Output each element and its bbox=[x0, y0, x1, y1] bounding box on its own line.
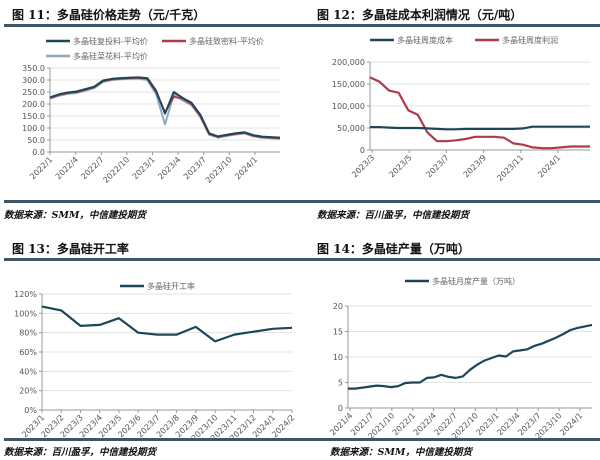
x-tick-label: 2023/11 bbox=[495, 153, 525, 183]
fig13-title: 图 13：多晶硅开工率 bbox=[12, 242, 129, 256]
x-tick-label: 2023/3 bbox=[350, 153, 376, 179]
series-line bbox=[348, 323, 593, 390]
fig13-top-rule bbox=[4, 258, 300, 261]
x-tick-label: 2023/4 bbox=[156, 155, 182, 181]
x-tick-label: 2023/9 bbox=[462, 153, 488, 179]
fig14-chart: 051015202021/42021/72021/102022/12022/42… bbox=[328, 276, 593, 441]
legend-label: 多晶硅菜花料-平均价 bbox=[73, 51, 148, 61]
y-tick-label: 100% bbox=[14, 309, 37, 318]
legend-label: 多晶硅致密料-平均价 bbox=[189, 36, 264, 46]
fig12-chart: 0 50,000 100,000 150,000 200,000 2023/3 2023/5… bbox=[332, 35, 590, 183]
y-tick-label: 200,000 bbox=[332, 58, 365, 67]
fig14-title: 图 14：多晶硅产量（万吨） bbox=[317, 242, 470, 256]
series-line bbox=[369, 76, 590, 150]
y-tick-label: 0% bbox=[24, 406, 37, 415]
legend-label: 多晶硅月度产量（万吨） bbox=[432, 276, 520, 286]
fig11-source: 数据来源：SMM，中信建投期货 bbox=[4, 210, 146, 221]
series-line bbox=[41, 305, 293, 343]
y-tick-label: 50,000 bbox=[337, 124, 365, 133]
y-tick-label: 120% bbox=[14, 290, 37, 299]
y-tick-label: 60% bbox=[19, 348, 37, 357]
fig13-chart: 0%20%40%60%80%100%120%2023/12023/22023/3… bbox=[14, 281, 296, 443]
fig14-source: 数据来源：SMM，中信建投期货 bbox=[330, 447, 472, 458]
legend-label: 多晶硅复投料-平均价 bbox=[73, 36, 148, 46]
panel-fig12-cost-profit: 图 12：多晶硅成本利润情况（元/吨） 0 50,000 100,000 150,00… bbox=[300, 0, 600, 230]
fig14-bottom-rule bbox=[300, 438, 600, 441]
series-line bbox=[49, 77, 281, 140]
y-tick-label: 15 bbox=[333, 328, 343, 337]
x-tick-label: 2024/1 bbox=[558, 411, 584, 437]
series-line bbox=[49, 76, 281, 140]
fig12-title: 图 12：多晶硅成本利润情况（元/吨） bbox=[317, 8, 523, 22]
y-tick-label: 100.0 bbox=[22, 124, 45, 133]
y-tick-label: 0 bbox=[360, 146, 365, 155]
fig11-top-rule bbox=[4, 24, 300, 27]
legend-label: 多晶硅开工率 bbox=[147, 281, 195, 291]
x-tick-label: 2022/10 bbox=[101, 155, 131, 185]
y-tick-label: 20% bbox=[19, 387, 37, 396]
panel-fig14-output: 图 14：多晶硅产量（万吨） 0 5 10 15 20 2021/4 2021/7 2021/… bbox=[300, 230, 600, 460]
x-tick-label: 2023/1 bbox=[131, 155, 157, 181]
x-tick-label: 2022/4 bbox=[54, 155, 80, 181]
y-tick-label: 250.0 bbox=[22, 88, 45, 97]
x-tick-label: 2023/10 bbox=[204, 155, 234, 185]
y-tick-label: 5 bbox=[338, 379, 343, 388]
fig12-source: 数据来源：百川盈孚，中信建投期货 bbox=[317, 210, 470, 221]
y-tick-label: 50.0 bbox=[27, 136, 45, 145]
y-tick-label: 150.0 bbox=[22, 112, 45, 121]
fig11-bottom-rule bbox=[4, 200, 300, 203]
y-tick-label: 0.0 bbox=[32, 148, 45, 157]
fig12-bottom-rule bbox=[300, 200, 600, 203]
y-tick-label: 40% bbox=[19, 367, 37, 376]
legend-label: 多晶硅周度利润 bbox=[502, 35, 558, 45]
y-tick-label: 350.0 bbox=[22, 64, 45, 73]
y-tick-label: 150,000 bbox=[332, 80, 365, 89]
x-tick-label: 2023/7 bbox=[425, 153, 451, 179]
y-tick-label: 0 bbox=[338, 404, 343, 413]
series-line bbox=[370, 125, 590, 131]
x-tick-label: 2023/5 bbox=[387, 153, 413, 179]
y-tick-label: 300.0 bbox=[22, 76, 45, 85]
y-tick-label: 10 bbox=[333, 353, 343, 362]
fig13-bottom-rule bbox=[4, 438, 300, 441]
legend-label: 多晶硅周度成本 bbox=[397, 35, 453, 45]
fig14-top-rule bbox=[300, 258, 600, 261]
series-line bbox=[49, 76, 281, 139]
y-tick-label: 80% bbox=[19, 329, 37, 338]
y-tick-label: 20 bbox=[333, 302, 343, 311]
fig13-source: 数据来源：百川盈孚，中信建投期货 bbox=[4, 447, 157, 458]
y-tick-label: 200.0 bbox=[22, 100, 45, 109]
fig11-chart: 0.0 50.0 100.0 150.0 200.0 250.0 300.0 350.0 202… bbox=[22, 36, 281, 185]
x-tick-label: 2024/1 bbox=[233, 155, 259, 181]
x-tick-label: 2024/1 bbox=[536, 153, 562, 179]
panel-fig11-price: 图 11：多晶硅价格走势（元/千克） 0.0 50.0 100.0 150.0 200.… bbox=[0, 0, 300, 230]
panel-fig13-utilization: 图 13：多晶硅开工率 0% 20% 40% 60% 80% 100% 120% 2023/1… bbox=[0, 230, 300, 460]
fig12-top-rule bbox=[300, 24, 600, 27]
y-tick-label: 100,000 bbox=[332, 102, 365, 111]
x-tick-label: 2022/1 bbox=[28, 155, 54, 181]
fig11-title: 图 11：多晶硅价格走势（元/千克） bbox=[12, 8, 206, 22]
